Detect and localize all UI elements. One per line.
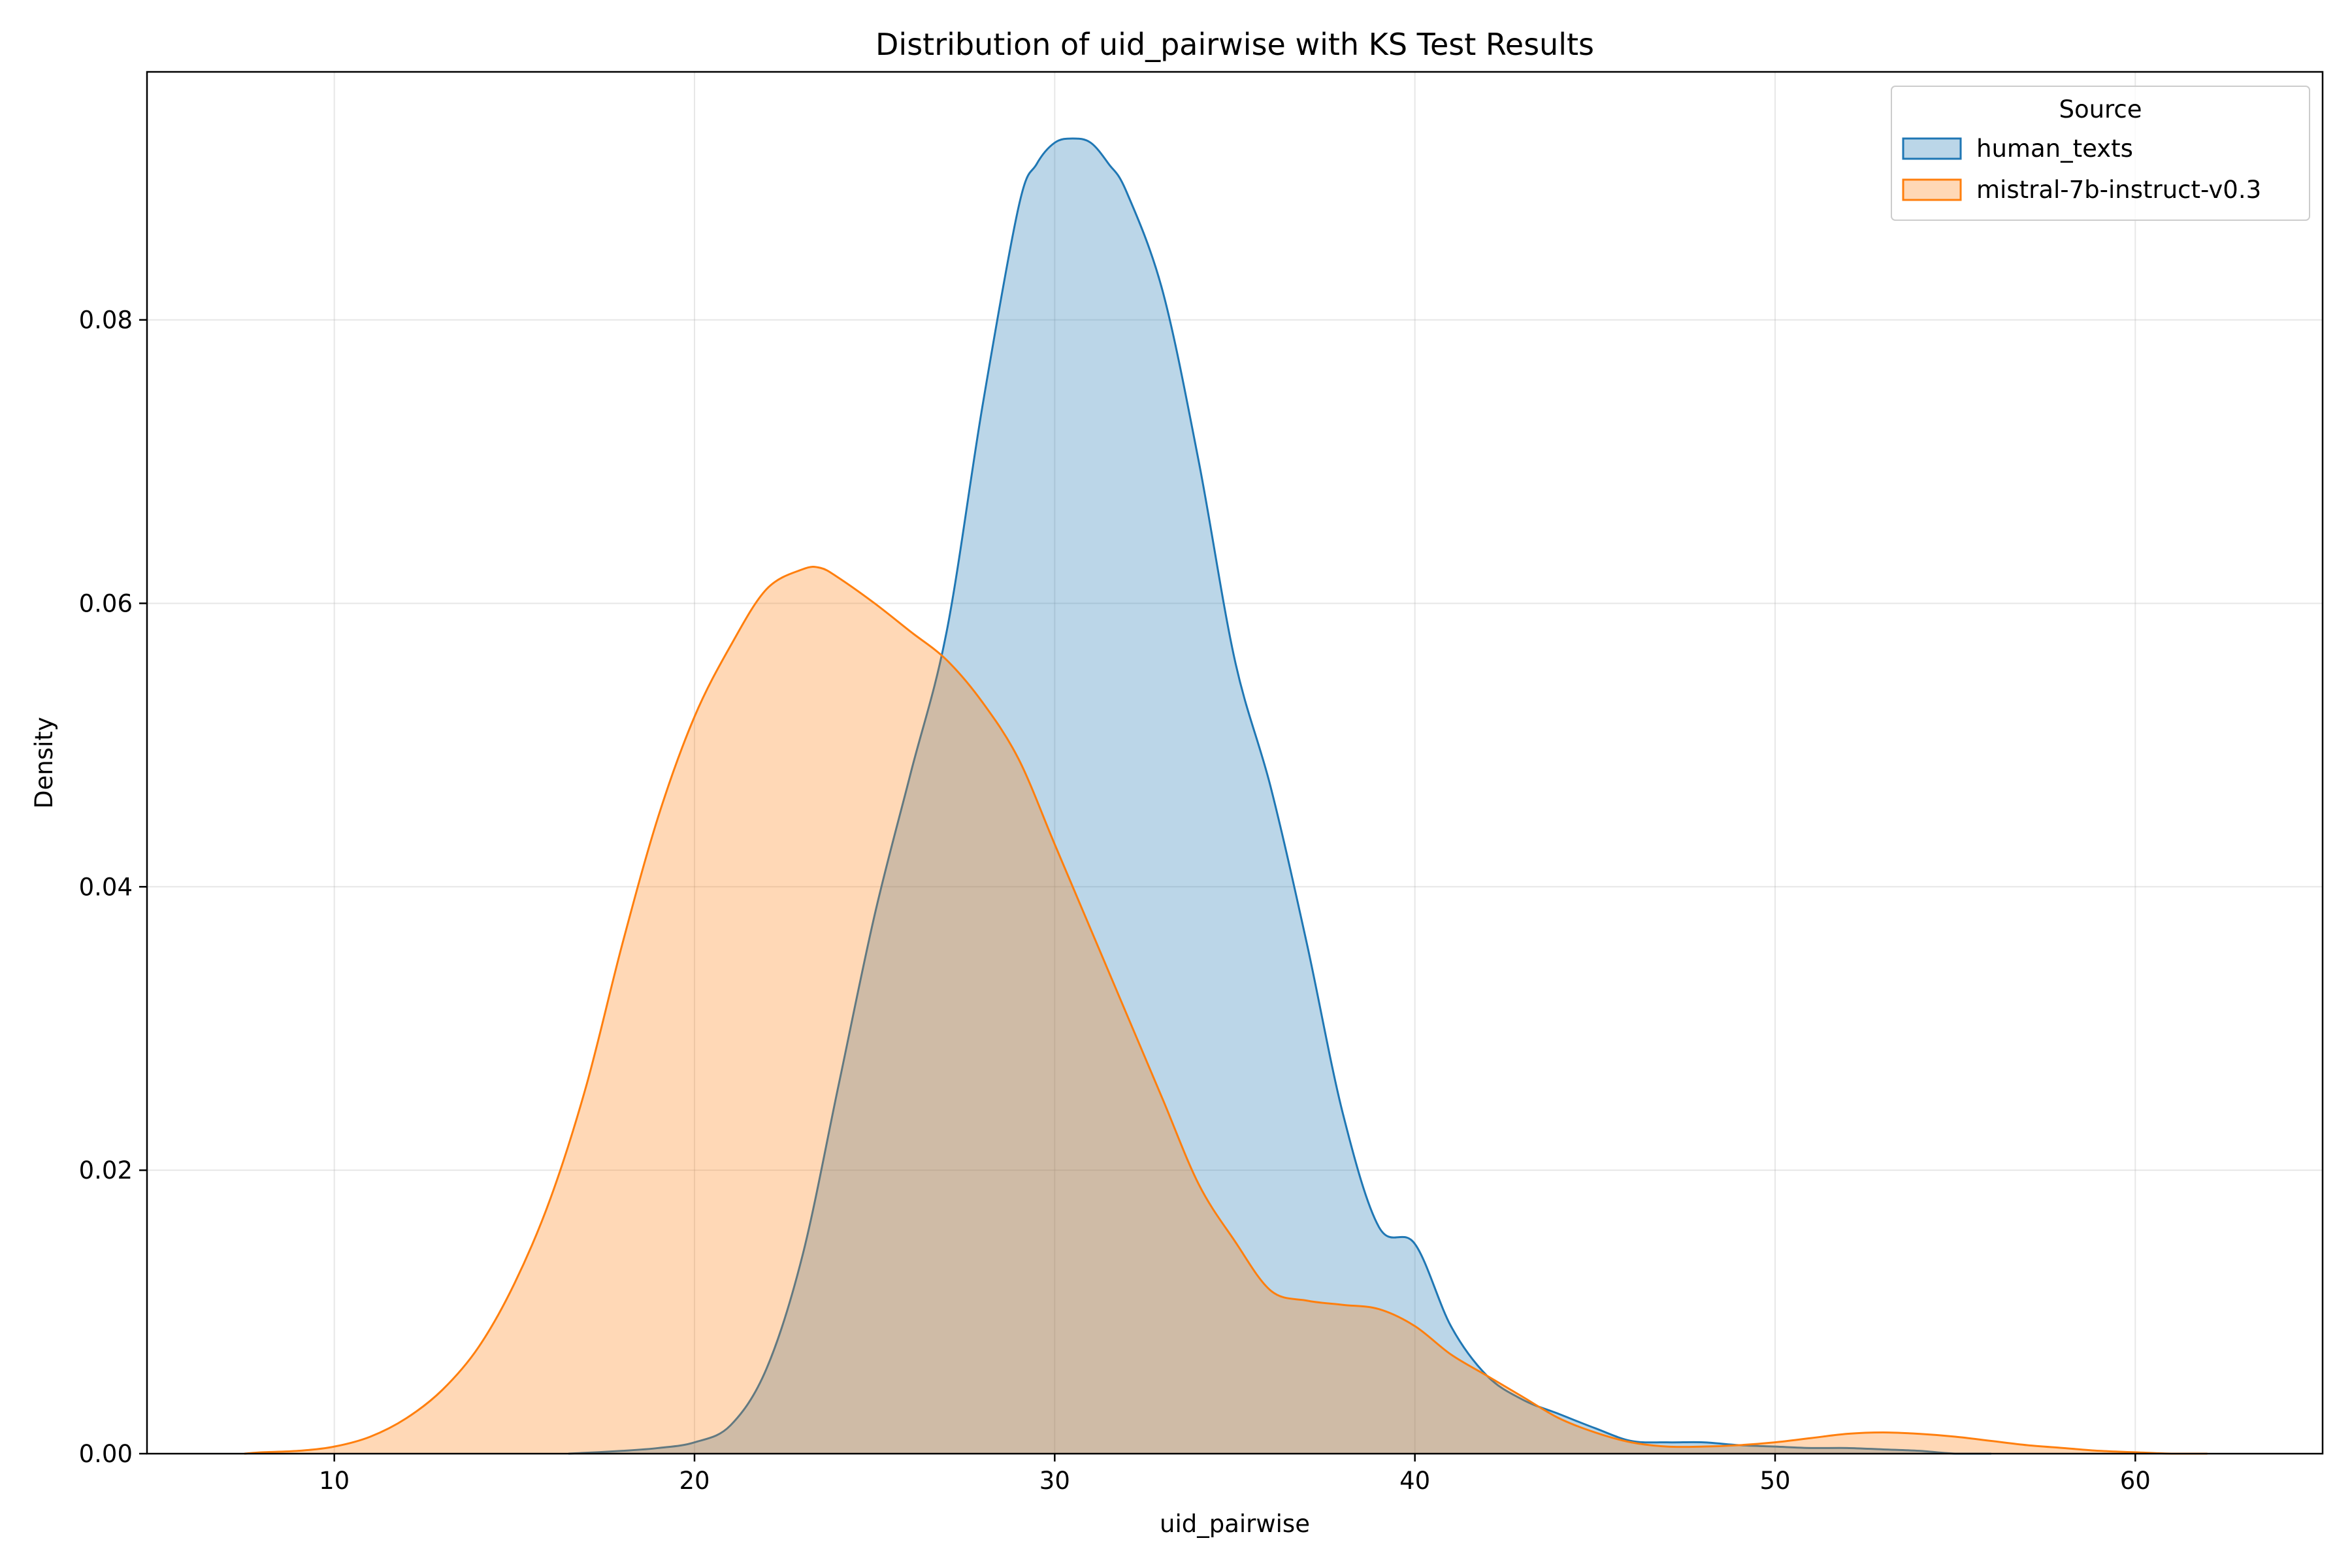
legend-swatch bbox=[1902, 137, 1962, 160]
series-line-0 bbox=[568, 137, 1991, 1455]
x-axis-label: uid_pairwise bbox=[1160, 1510, 1310, 1538]
x-tick-label: 30 bbox=[1039, 1467, 1070, 1495]
x-tick-label: 50 bbox=[1759, 1467, 1790, 1495]
x-tick-label: 20 bbox=[679, 1467, 710, 1495]
grid bbox=[147, 72, 2323, 1454]
legend-swatch bbox=[1902, 178, 1962, 201]
legend-title: Source bbox=[2059, 95, 2142, 123]
y-tick-label: 0.02 bbox=[79, 1156, 133, 1184]
legend: Source human_texts mistral-7b-instruct-v0… bbox=[1891, 86, 2310, 221]
series-line-1 bbox=[244, 565, 2208, 1455]
legend-label: human_texts bbox=[1976, 135, 2133, 163]
y-axis-ticks: 0.00 0.02 0.04 0.06 0.08 bbox=[79, 306, 147, 1468]
series-area-0 bbox=[568, 138, 1991, 1454]
x-tick-label: 60 bbox=[2120, 1467, 2151, 1495]
chart-title: Distribution of uid_pairwise with KS Tes… bbox=[875, 27, 1594, 62]
legend-items: human_texts mistral-7b-instruct-v0.3 bbox=[1902, 135, 2261, 204]
legend-label: mistral-7b-instruct-v0.3 bbox=[1976, 176, 2261, 204]
y-tick-label: 0.08 bbox=[79, 306, 133, 335]
x-axis-ticks: 10 20 30 40 50 60 bbox=[319, 1454, 2151, 1495]
y-tick-label: 0.04 bbox=[79, 873, 133, 901]
series-area-1 bbox=[244, 566, 2208, 1454]
x-tick-label: 10 bbox=[319, 1467, 350, 1495]
y-tick-label: 0.06 bbox=[79, 589, 133, 617]
y-tick-label: 0.00 bbox=[79, 1440, 133, 1468]
plot-area: 10 20 30 40 50 60 0.00 0.02 0.04 0.06 0.08 bbox=[79, 71, 2324, 1495]
x-tick-label: 40 bbox=[1399, 1467, 1430, 1495]
series-layer bbox=[244, 137, 2208, 1455]
legend-box bbox=[1891, 86, 2310, 221]
y-axis-label: Density bbox=[30, 717, 58, 809]
plot-frame bbox=[146, 71, 2324, 1455]
